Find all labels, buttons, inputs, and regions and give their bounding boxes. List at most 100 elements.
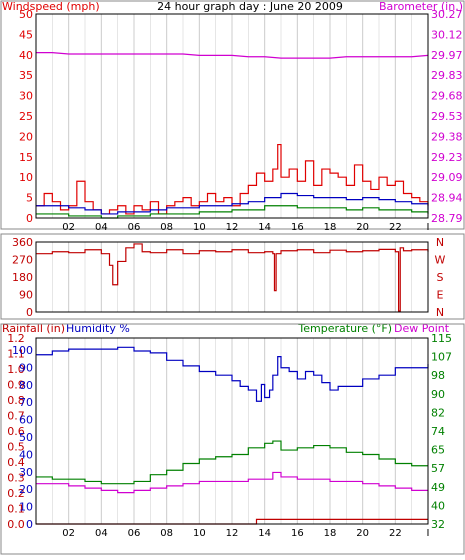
x-tick-label: I: [427, 222, 430, 233]
windspeed-axis-label: Windspeed (mph): [2, 0, 100, 13]
temperature-axis-label: Temperature (°F): [297, 322, 392, 335]
temperature-tick-label: 82: [431, 406, 445, 419]
direction-tick-label: 360: [12, 236, 33, 249]
temperature-tick-label: 49: [431, 481, 445, 494]
temperature-tick-label: 65: [431, 444, 445, 457]
compass-tick-label: S: [437, 271, 444, 284]
x-tick-label: 22: [389, 528, 402, 539]
barometer-tick-label: 29.97: [431, 49, 463, 62]
tick-labels-layer: 5045403530252015105030.2730.1229.9729.83…: [7, 8, 462, 539]
x-tick-label: 06: [128, 528, 141, 539]
temperature-tick-label: 107: [431, 351, 452, 364]
rainfall-tick-label: 1.2: [7, 332, 25, 345]
x-tick-label: 08: [160, 528, 173, 539]
compass-tick-label: N: [436, 236, 444, 249]
barometer-tick-label: 30.12: [431, 28, 463, 41]
x-tick-label: 04: [95, 528, 108, 539]
series-line-barometer: [36, 51, 429, 59]
rainfall-tick-label: 0.2: [7, 487, 25, 500]
windspeed-tick-label: 10: [19, 171, 33, 184]
rainfall-tick-label: 0.1: [7, 503, 25, 516]
panel-frame: [35, 13, 429, 219]
barometer-tick-label: 28.94: [431, 192, 463, 205]
compass-tick-label: W: [435, 254, 446, 267]
x-tick-label: 10: [193, 528, 206, 539]
rainfall-tick-label: 1.1: [7, 348, 25, 361]
x-tick-label: 14: [258, 222, 271, 233]
temperature-tick-label: 90: [431, 388, 445, 401]
windspeed-tick-label: 25: [19, 110, 33, 123]
series-line-windspeed: [36, 192, 429, 215]
x-tick-label: 06: [128, 222, 141, 233]
x-tick-label: 20: [356, 528, 369, 539]
x-tick-label: 16: [291, 528, 304, 539]
humidity-tick-label: 0: [26, 518, 33, 531]
temperature-tick-label: 98: [431, 369, 445, 382]
outer-box-bottom: [0, 323, 465, 555]
humidity-tick-label: 10: [19, 501, 33, 514]
barometer-tick-label: 29.68: [431, 90, 463, 103]
humidity-tick-label: 80: [19, 379, 33, 392]
barometer-axis-label: Barometer (in.): [379, 0, 463, 13]
series-line-dewpoint: [36, 471, 428, 494]
temperature-tick-label: 40: [431, 499, 445, 512]
direction-tick-label: 180: [12, 271, 33, 284]
humidity-tick-label: 30: [19, 466, 33, 479]
windspeed-tick-label: 5: [26, 192, 33, 205]
barometer-tick-label: 29.53: [431, 110, 463, 123]
panel-frame: [35, 241, 429, 313]
rainfall-tick-label: 0.9: [7, 379, 25, 392]
windspeed-tick-label: 20: [19, 130, 33, 143]
x-tick-label: 04: [95, 222, 108, 233]
humidity-tick-label: 100: [12, 344, 33, 357]
windspeed-tick-label: 30: [19, 90, 33, 103]
temperature-tick-label: 74: [431, 425, 445, 438]
outer-box-mid: [0, 233, 465, 320]
barometer-tick-label: 28.79: [431, 212, 463, 225]
x-tick-label: 10: [193, 222, 206, 233]
series-layer: [36, 51, 429, 525]
humidity-tick-label: 40: [19, 448, 33, 461]
x-tick-label: 18: [324, 222, 337, 233]
direction-tick-label: 90: [19, 289, 33, 302]
barometer-tick-label: 29.83: [431, 69, 463, 82]
x-tick-label: 18: [324, 528, 337, 539]
barometer-tick-label: 29.09: [431, 171, 463, 184]
humidity-tick-label: 20: [19, 483, 33, 496]
windspeed-tick-label: 45: [19, 28, 33, 41]
temperature-tick-label: 32: [431, 518, 445, 531]
barometer-tick-label: 29.23: [431, 151, 463, 164]
x-tick-label: 22: [389, 222, 402, 233]
outer-box-top: [0, 0, 465, 230]
rainfall-tick-label: 0.8: [7, 394, 25, 407]
direction-tick-label: 0: [26, 306, 33, 319]
windspeed-tick-label: 50: [19, 8, 33, 21]
barometer-tick-label: 30.27: [431, 8, 463, 21]
humidity-tick-label: 70: [19, 396, 33, 409]
x-tick-label: 02: [62, 222, 75, 233]
rainfall-tick-label: 0.6: [7, 425, 25, 438]
rainfall-tick-label: 0.5: [7, 441, 25, 454]
windspeed-tick-label: 35: [19, 69, 33, 82]
series-line-temperature: [36, 440, 428, 485]
windspeed-tick-label: 15: [19, 151, 33, 164]
x-tick-label: 16: [291, 222, 304, 233]
temperature-tick-label: 115: [431, 332, 452, 345]
humidity-axis-label: Humidity %: [66, 322, 130, 335]
humidity-tick-label: 90: [19, 361, 33, 374]
windspeed-tick-label: 40: [19, 49, 33, 62]
x-tick-label: 12: [226, 222, 239, 233]
windspeed-tick-label: 0: [26, 212, 33, 225]
rainfall-axis-label: Rainfall (in): [2, 322, 65, 335]
x-tick-label: 08: [160, 222, 173, 233]
rainfall-tick-label: 0.3: [7, 472, 25, 485]
x-tick-label: 12: [226, 528, 239, 539]
series-line-humidity: [36, 346, 429, 402]
compass-tick-label: N: [436, 306, 444, 319]
series-line-direction: [36, 243, 429, 312]
humidity-tick-label: 60: [19, 414, 33, 427]
x-tick-label: I: [427, 528, 430, 539]
